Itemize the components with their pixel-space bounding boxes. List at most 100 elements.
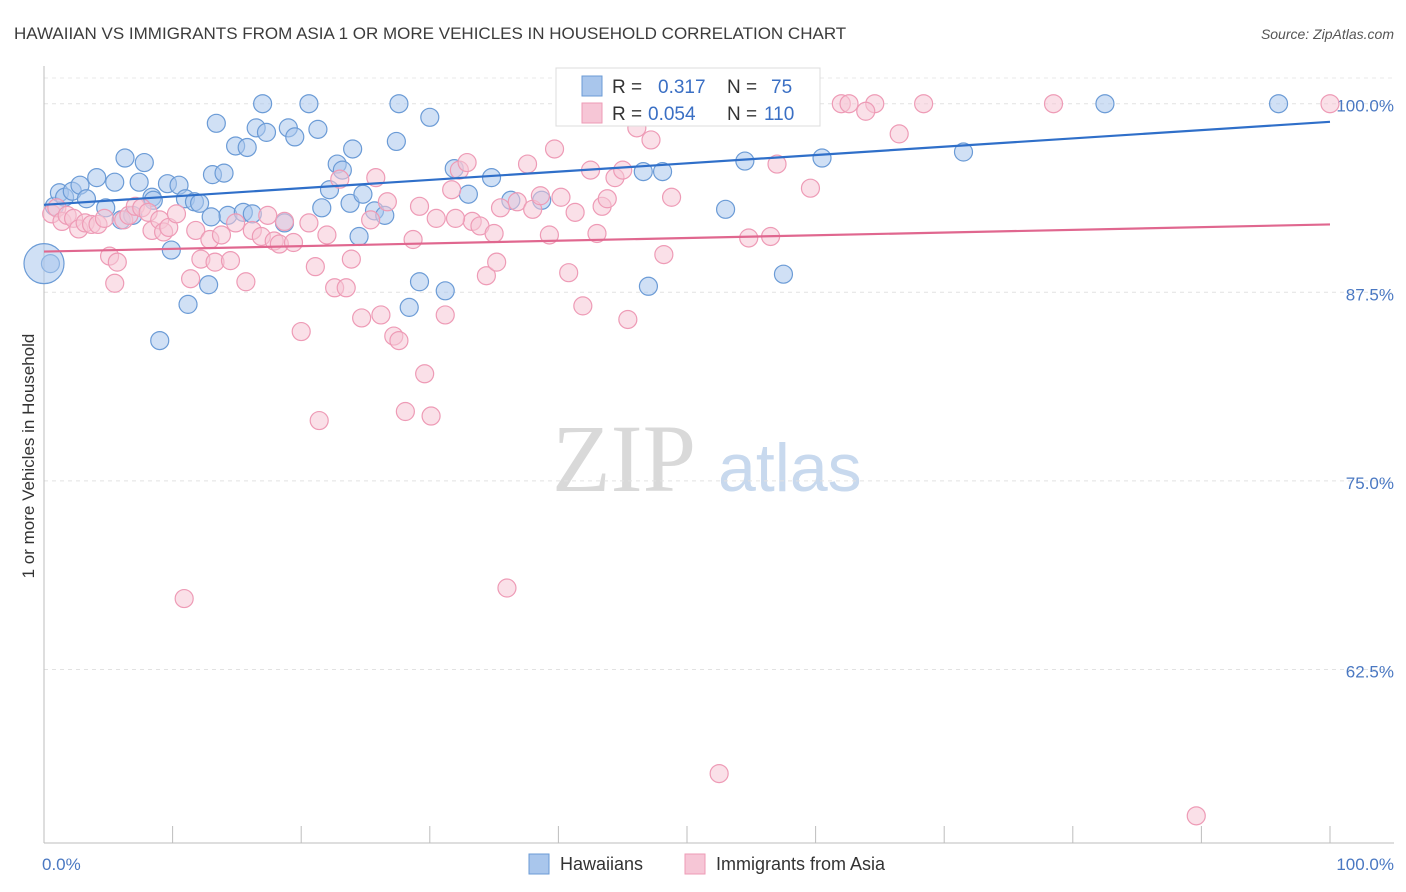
y-tick-label: 87.5% — [1346, 285, 1394, 304]
bottom-legend-immigrants: Immigrants from Asia — [716, 854, 886, 874]
data-point — [573, 296, 593, 316]
data-point — [389, 330, 409, 351]
data-point — [226, 213, 246, 233]
data-point — [199, 275, 219, 295]
legend-swatch-immigrants — [581, 102, 603, 124]
data-point — [481, 168, 502, 188]
data-point — [839, 94, 859, 114]
data-point — [389, 94, 409, 114]
trend-line — [43, 223, 1331, 253]
y-tick-label: 62.5% — [1346, 662, 1394, 681]
data-point — [134, 152, 154, 173]
data-point — [349, 226, 369, 247]
data-point — [709, 763, 729, 784]
data-point — [211, 225, 232, 245]
watermark-atlas: atlas — [718, 430, 862, 506]
axes — [43, 66, 1394, 844]
data-point — [352, 308, 372, 328]
data-point — [435, 281, 455, 301]
data-point — [299, 94, 319, 114]
data-point — [214, 163, 234, 183]
data-point — [638, 276, 659, 296]
data-point — [1268, 94, 1289, 114]
data-point — [129, 172, 149, 192]
legend-r-label-immigrants: R = — [612, 104, 642, 125]
data-point — [312, 198, 332, 218]
grid-lines — [44, 77, 1394, 670]
data-point — [484, 223, 504, 244]
data-point — [309, 410, 329, 431]
data-point — [236, 272, 256, 292]
series-legend: Hawaiians Immigrants from Asia — [528, 853, 886, 875]
legend-r-value-hawaiians: 0.317 — [658, 77, 706, 98]
data-point — [421, 406, 441, 426]
data-point — [539, 225, 559, 245]
data-point — [442, 180, 462, 200]
data-point — [458, 184, 478, 204]
data-point — [661, 187, 682, 207]
data-point — [308, 119, 328, 139]
data-point — [654, 244, 674, 265]
data-point — [353, 184, 373, 204]
data-point — [812, 148, 832, 168]
data-point — [237, 137, 257, 158]
data-point — [206, 113, 226, 133]
bottom-legend-swatch-hawaiians — [528, 853, 550, 875]
data-point — [399, 297, 419, 317]
data-point — [105, 273, 125, 293]
data-point — [371, 305, 391, 325]
data-point — [220, 251, 241, 271]
data-point — [1186, 806, 1206, 826]
watermark-zip: ZIP — [552, 405, 696, 512]
x-tick-label: 100.0% — [1336, 855, 1394, 874]
data-point — [715, 199, 736, 219]
legend-n-label-immigrants: N = — [727, 104, 757, 125]
data-point — [517, 154, 538, 174]
chart-title: HAWAIIAN VS IMMIGRANTS FROM ASIA 1 OR MO… — [14, 24, 846, 43]
legend-r-label-hawaiians: R = — [612, 77, 642, 98]
data-point — [107, 252, 127, 272]
data-point — [283, 232, 304, 253]
data-point — [618, 309, 638, 330]
legend-swatch-hawaiians — [581, 75, 603, 97]
x-tick-label: 0.0% — [42, 855, 81, 874]
bottom-legend-swatch-immigrants — [684, 853, 706, 875]
data-point — [150, 330, 170, 351]
data-point — [507, 192, 527, 212]
data-point — [426, 208, 446, 228]
data-point — [299, 213, 319, 233]
data-point — [94, 208, 115, 228]
data-point-large — [23, 243, 65, 285]
y-tick-labels: 100.0% 87.5% 75.0% 62.5% — [1336, 97, 1394, 682]
data-point — [652, 162, 673, 182]
data-point — [178, 294, 198, 314]
data-point — [105, 172, 125, 192]
data-point — [487, 252, 507, 272]
data-point — [361, 210, 381, 230]
data-point — [889, 124, 909, 144]
data-point — [166, 204, 187, 224]
legend-n-value-hawaiians: 75 — [771, 77, 792, 98]
data-point — [343, 139, 363, 159]
data-point — [559, 263, 579, 283]
data-point — [201, 207, 221, 227]
data-point — [115, 148, 135, 168]
trend-lines — [43, 120, 1331, 253]
data-point — [377, 192, 397, 212]
data-point — [767, 154, 787, 174]
data-point — [551, 187, 571, 207]
data-point — [587, 223, 607, 244]
data-point — [87, 168, 107, 188]
chart-source: Source: ZipAtlas.com — [1261, 26, 1394, 42]
legend-r-value-immigrants: 0.054 — [648, 104, 696, 125]
data-point — [773, 264, 794, 284]
data-point — [317, 225, 337, 245]
bottom-legend-hawaiians: Hawaiians — [560, 854, 643, 874]
data-point — [800, 178, 821, 198]
data-point — [476, 266, 496, 286]
data-point — [330, 169, 350, 189]
data-point — [186, 220, 206, 241]
data-point — [291, 321, 311, 342]
data-point — [253, 94, 273, 114]
